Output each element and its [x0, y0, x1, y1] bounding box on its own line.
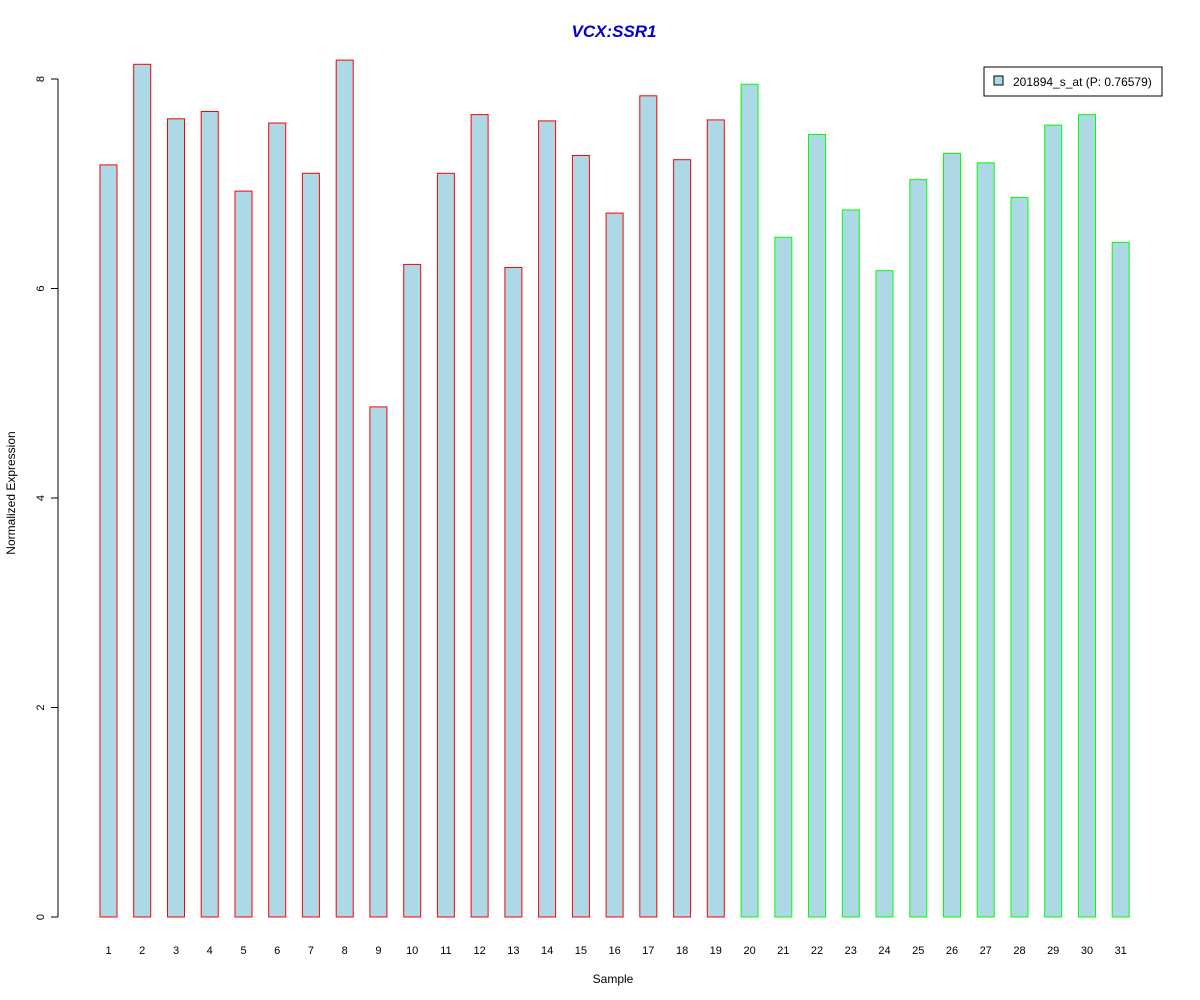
x-tick-label: 3	[173, 945, 179, 957]
bar-sample-29	[1044, 124, 1063, 918]
x-tick-label: 25	[912, 945, 924, 957]
bar-sample-27	[976, 162, 995, 918]
x-tick-label: 20	[743, 945, 755, 957]
bar-sample-23	[841, 209, 860, 918]
bar-sample-9	[369, 406, 388, 918]
y-axis: 0 2 4 6 8	[35, 76, 59, 920]
bar-sample-22	[808, 134, 826, 918]
bar-sample-18	[673, 159, 692, 918]
y-tick-label: 0	[35, 914, 47, 920]
x-tick-label: 28	[1013, 945, 1025, 957]
bar-sample-14	[538, 120, 557, 918]
x-tick-label: 12	[473, 945, 485, 957]
x-tick-label: 26	[946, 945, 958, 957]
x-tick-label: 5	[240, 945, 246, 957]
bar-sample-10	[403, 263, 422, 918]
legend-box	[983, 66, 1163, 97]
x-tick-label: 17	[642, 945, 654, 957]
bar-sample-3	[167, 118, 185, 918]
bar-sample-25	[909, 179, 928, 918]
x-tick-labels: 1 2 3 4 5 6 7 8 9 10 11 12 13 14 15 16 17 18 19 20 21 22 23 24 2…	[105, 945, 1126, 957]
x-tick-label: 8	[342, 945, 348, 957]
bar-sample-12	[470, 114, 489, 918]
x-tick-label: 27	[980, 945, 992, 957]
x-tick-label: 30	[1081, 945, 1093, 957]
x-tick-label: 31	[1115, 945, 1127, 957]
x-tick-label: 24	[878, 945, 890, 957]
bar-sample-17	[639, 95, 658, 918]
x-tick-label: 7	[308, 945, 314, 957]
y-axis-label: Normalized Expression	[4, 431, 18, 554]
bar-sample-24	[875, 270, 894, 918]
x-tick-label: 6	[274, 945, 280, 957]
legend-label: 201894_s_at (P: 0.76579)	[1013, 75, 1152, 89]
x-tick-label: 15	[575, 945, 587, 957]
x-tick-label: 2	[139, 945, 145, 957]
x-axis-label: Sample	[593, 972, 634, 986]
x-tick-label: 19	[710, 945, 722, 957]
bar-sample-21	[774, 236, 793, 918]
legend: 201894_s_at (P: 0.76579)	[983, 66, 1163, 97]
bar-sample-19	[706, 119, 725, 918]
legend-swatch	[993, 75, 1004, 86]
x-tick-label: 13	[507, 945, 519, 957]
y-tick-label: 8	[35, 76, 47, 82]
x-tick-label: 22	[811, 945, 823, 957]
bar-sample-1	[99, 164, 118, 918]
bar-sample-15	[571, 155, 590, 918]
y-tick-label: 6	[35, 285, 47, 291]
x-tick-label: 23	[845, 945, 857, 957]
x-tick-label: 29	[1047, 945, 1059, 957]
chart-title: VCX:SSR1	[571, 22, 656, 41]
x-tick-label: 18	[676, 945, 688, 957]
bars	[99, 59, 1130, 918]
x-tick-label: 14	[541, 945, 553, 957]
x-tick-label: 4	[207, 945, 213, 957]
bar-sample-31	[1111, 241, 1130, 918]
bar-sample-13	[504, 267, 523, 918]
bar-sample-8	[335, 59, 354, 918]
bar-sample-30	[1078, 114, 1096, 918]
x-tick-label: 9	[375, 945, 381, 957]
x-tick-label: 21	[777, 945, 789, 957]
x-tick-label: 11	[440, 945, 451, 957]
bar-sample-11	[436, 172, 455, 918]
bar-sample-20	[740, 83, 759, 918]
bar-sample-6	[268, 122, 287, 918]
bar-sample-16	[605, 212, 624, 918]
x-tick-label: 10	[406, 945, 418, 957]
x-tick-label: 1	[105, 945, 111, 957]
bar-sample-7	[301, 172, 320, 918]
bar-sample-4	[200, 111, 219, 918]
x-tick-label: 16	[608, 945, 620, 957]
bar-sample-2	[133, 63, 152, 918]
bar-sample-26	[943, 152, 961, 918]
y-tick-label: 2	[35, 704, 47, 710]
bar-sample-28	[1010, 196, 1029, 918]
bar-sample-5	[234, 190, 253, 918]
y-tick-label: 4	[35, 495, 47, 501]
